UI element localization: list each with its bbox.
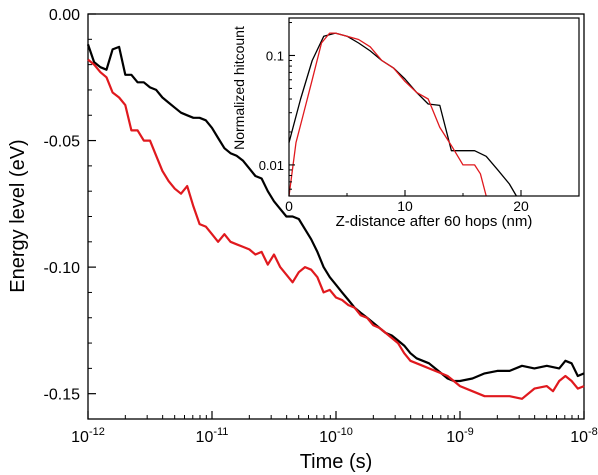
- inset-series: [288, 32, 517, 197]
- main-x-tick-base: 10: [570, 429, 588, 446]
- main-x-tick-base: 10: [319, 429, 337, 446]
- inset-plot-frame: [288, 17, 580, 197]
- inset-x-axis-label: Z-distance after 60 hops (nm): [336, 213, 533, 230]
- main-x-tick-label: 10-11: [196, 426, 229, 446]
- inset-x-tick-label: 0: [285, 198, 293, 214]
- main-x-tick-exponent: -10: [337, 426, 353, 438]
- main-y-ticks: 0.00 -0.05 -0.10 -0.15: [44, 7, 96, 420]
- inset-x-tick-label: 10: [397, 198, 413, 214]
- main-y-axis-label: Energy level (eV): [7, 139, 29, 292]
- main-y-tick-label: -0.15: [44, 387, 81, 404]
- main-x-ticks: 10-12 10-11 10-10 10-9 10-8: [71, 411, 598, 446]
- main-x-tick-base: 10: [446, 429, 464, 446]
- inset-y-axis-label: Normalized hitcount: [231, 26, 247, 150]
- main-series: [86, 44, 585, 400]
- main-x-tick-exponent: -11: [213, 426, 228, 438]
- main-x-tick-label: 10-8: [570, 426, 598, 446]
- main-x-tick-exponent: -12: [89, 426, 105, 438]
- main-x-tick-label: 10-10: [319, 426, 353, 446]
- inset-y-tick-label: 0.01: [259, 158, 284, 173]
- inset-x-ticks: 0 10 20: [285, 190, 580, 214]
- main-x-axis-label: Time (s): [300, 451, 373, 473]
- main-x-tick-label: 10-12: [71, 426, 105, 446]
- main-x-tick-base: 10: [196, 429, 214, 446]
- main-x-tick-label: 10-9: [446, 426, 474, 446]
- main-y-tick-label: 0.00: [49, 7, 80, 24]
- main-x-tick-exponent: -9: [464, 426, 474, 438]
- main-series-line-red: [87, 58, 585, 400]
- main-y-tick-label: -0.10: [44, 260, 81, 277]
- inset-background: [289, 18, 579, 196]
- inset-x-tick-label: 20: [513, 198, 529, 214]
- inset-y-ticks: 0.1 0.01: [259, 22, 295, 190]
- main-x-tick-exponent: -8: [588, 426, 598, 438]
- inset-y-tick-label: 0.1: [266, 48, 284, 63]
- main-x-tick-base: 10: [71, 429, 89, 446]
- inset-series-line-red: [288, 32, 487, 197]
- main-y-tick-label: -0.05: [44, 134, 81, 151]
- main-series-line-black: [86, 44, 585, 383]
